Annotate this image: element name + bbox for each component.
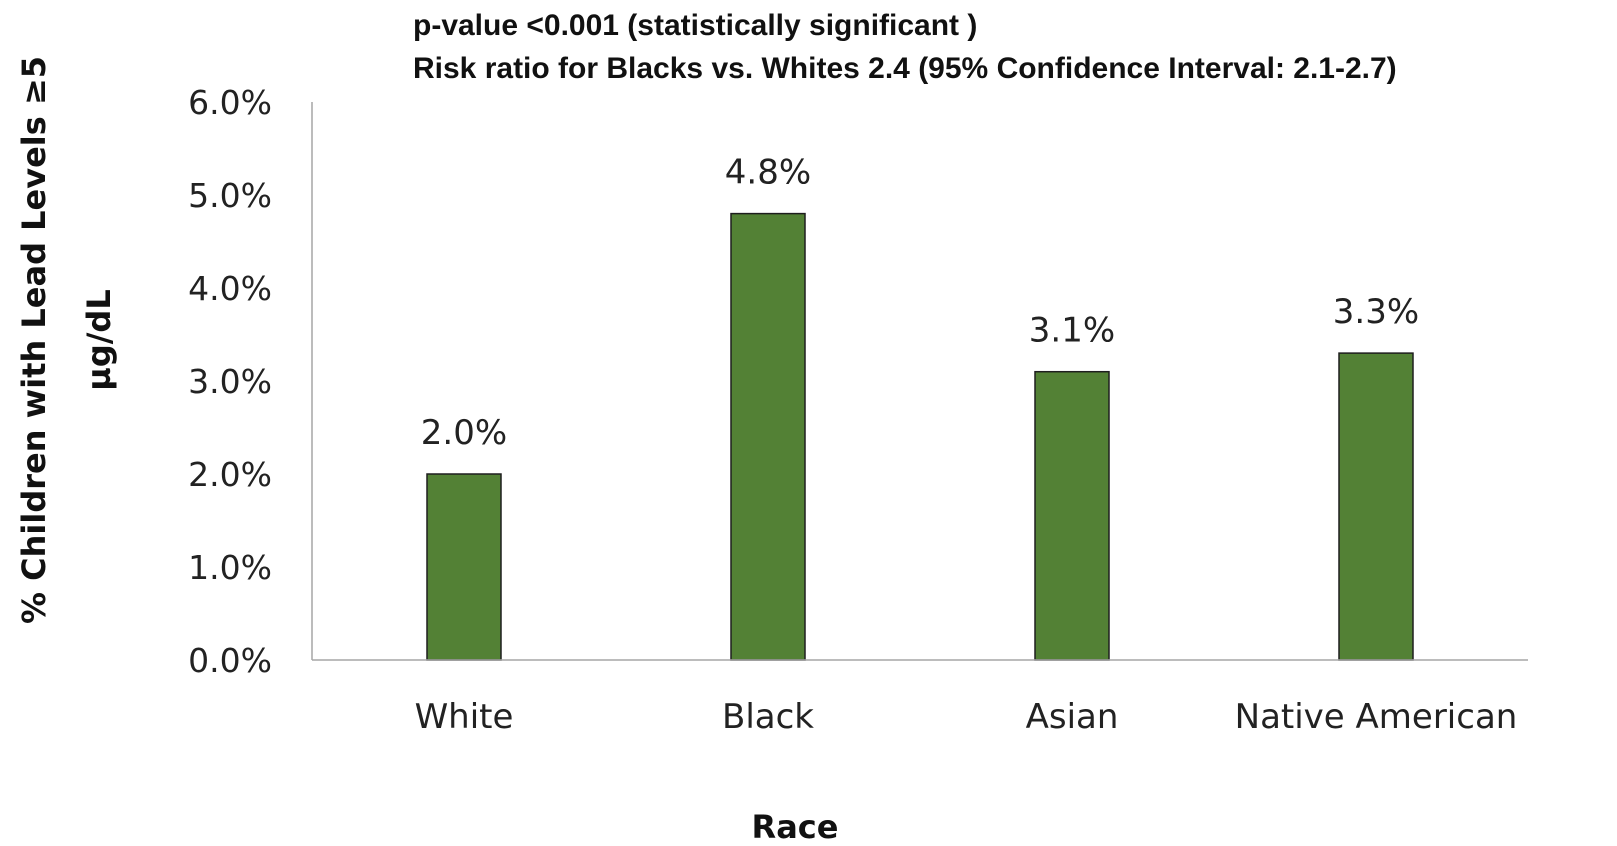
y-tick-label: 4.0% xyxy=(188,269,272,308)
bars xyxy=(426,212,1414,661)
x-category-label: Native American xyxy=(1235,697,1518,737)
x-category-label: Asian xyxy=(1026,697,1119,737)
y-tick-label: 3.0% xyxy=(188,362,272,401)
y-tick-label: 0.0% xyxy=(188,641,272,680)
y-tick-label: 6.0% xyxy=(188,83,272,122)
data-label: 2.0% xyxy=(421,413,507,453)
data-label: 3.3% xyxy=(1333,292,1419,332)
x-axis-title: Race xyxy=(752,808,839,846)
axes xyxy=(311,102,1528,661)
y-tick-label: 5.0% xyxy=(188,176,272,215)
y-axis-title-line-2: µg/dL xyxy=(80,289,118,390)
y-tick-label: 1.0% xyxy=(188,548,272,587)
data-labels: 2.0% 4.8% 3.1% 3.3% xyxy=(421,153,1419,453)
annotation-p-value: p-value <0.001 (statistically significan… xyxy=(413,9,977,42)
y-tick-label: 2.0% xyxy=(188,455,272,494)
data-label: 4.8% xyxy=(725,153,811,193)
x-category-label: White xyxy=(415,697,514,737)
data-label: 3.1% xyxy=(1029,311,1115,351)
x-category-label: Black xyxy=(722,697,814,737)
annotation-risk-ratio: Risk ratio for Blacks vs. Whites 2.4 (95… xyxy=(413,52,1397,85)
bar-black xyxy=(730,212,806,661)
bar-white xyxy=(426,473,502,661)
y-axis-ticks: 0.0% 1.0% 2.0% 3.0% 4.0% 5.0% 6.0% xyxy=(188,83,272,680)
x-axis-categories: White Black Asian Native American xyxy=(415,697,1518,737)
bar-asian xyxy=(1034,370,1110,661)
bar-native-american xyxy=(1338,352,1414,661)
y-axis-title-line-1: % Children with Lead Levels ≥5 xyxy=(15,56,53,624)
